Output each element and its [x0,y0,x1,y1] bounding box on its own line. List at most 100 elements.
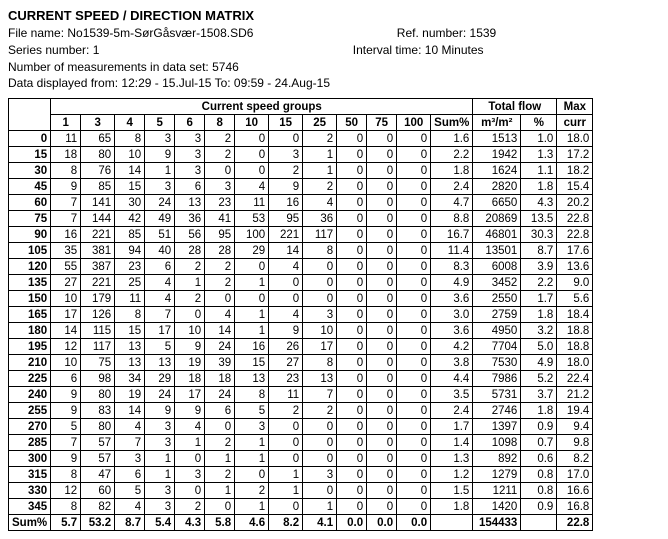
value-cell: 0 [205,291,235,307]
value-cell: 3 [175,147,205,163]
value-cell: 0 [397,387,431,403]
direction-cell: 300 [9,451,51,467]
max-cell: 18.4 [557,307,593,323]
value-cell: 10 [115,147,145,163]
value-cell: 80 [81,387,115,403]
value-cell: 9 [51,403,81,419]
value-cell: 126 [81,307,115,323]
value-cell: 3 [303,467,337,483]
value-cell: 0 [367,451,397,467]
value-cell: 4 [145,275,175,291]
value-cell: 3 [145,419,175,435]
value-cell: 0 [367,131,397,147]
value-cell: 3 [145,483,175,499]
value-cell: 0 [397,211,431,227]
value-cell: 4 [205,307,235,323]
value-cell: 4 [175,419,205,435]
value-cell: 1 [269,467,303,483]
value-cell: 1 [145,451,175,467]
speed-col-header: 75 [367,115,397,131]
pct-cell: 0.8 [521,483,557,499]
value-cell: 9 [269,179,303,195]
pct-cell: 5.0 [521,339,557,355]
pct-cell [521,515,557,531]
value-cell: 80 [81,419,115,435]
value-cell: 28 [205,243,235,259]
sum-cell: 8.8 [431,211,473,227]
pct-cell: 1.8 [521,307,557,323]
sum-cell: 3.6 [431,323,473,339]
speed-col-header: 15 [269,115,303,131]
direction-cell: 135 [9,275,51,291]
value-cell: 0.0 [397,515,431,531]
value-cell: 23 [115,259,145,275]
flow-cell: 4950 [473,323,521,339]
value-cell: 387 [81,259,115,275]
pct-cell: 3.9 [521,259,557,275]
ref-label: Ref. number: [397,26,466,40]
speed-col-header: 1 [51,115,81,131]
flow-cell: 7704 [473,339,521,355]
max-cell: 9.0 [557,275,593,291]
value-cell: 0 [367,179,397,195]
value-cell: 5 [235,403,269,419]
sum-cell: 1.6 [431,131,473,147]
table-row: 151880109320310002.219421.317.2 [9,147,593,163]
value-cell: 0 [367,227,397,243]
value-cell: 0 [337,243,367,259]
value-cell: 0 [235,259,269,275]
value-cell: 19 [115,387,145,403]
max-cell: 22.4 [557,371,593,387]
direction-cell: 345 [9,499,51,515]
value-cell: 0 [367,243,397,259]
value-cell: 17 [303,339,337,355]
meta-line-3: Number of measurements in data set: 5746 [8,59,660,76]
value-cell: 3 [175,131,205,147]
pct-cell: 2.2 [521,275,557,291]
value-cell: 1 [303,499,337,515]
value-cell: 5.7 [51,515,81,531]
interval-value: 10 Minutes [425,43,484,57]
value-cell: 82 [81,499,115,515]
value-cell: 0 [397,179,431,195]
pct-cell: 0.8 [521,467,557,483]
table-body: 0116583320020001.615131.018.015188010932… [9,131,593,531]
table-row: 255983149965220002.427461.819.4 [9,403,593,419]
value-cell: 14 [115,163,145,179]
flow-cell: 2820 [473,179,521,195]
pct-cell: 3.7 [521,387,557,403]
value-cell: 18 [175,371,205,387]
value-cell: 1 [235,435,269,451]
sum-cell: 4.4 [431,371,473,387]
value-cell: 5 [51,419,81,435]
direction-cell: 330 [9,483,51,499]
pct-cell: 5.2 [521,371,557,387]
direction-cell: 105 [9,243,51,259]
value-cell: 56 [175,227,205,243]
value-cell: 11 [235,195,269,211]
pct-cell: 1.8 [521,179,557,195]
value-cell: 0 [269,291,303,307]
sum-cell: 1.8 [431,163,473,179]
sum-cell: 1.2 [431,467,473,483]
value-cell: 6 [51,371,81,387]
value-cell: 36 [175,211,205,227]
value-cell: 1 [235,307,269,323]
value-cell: 14 [51,323,81,339]
value-cell: 0 [205,419,235,435]
value-cell: 0 [337,499,367,515]
meta-line-4: Data displayed from: 12:29 - 15.Jul-15 T… [8,75,660,92]
value-cell: 0 [367,387,397,403]
value-cell: 0 [337,451,367,467]
range-value: 12:29 - 15.Jul-15 To: 09:59 - 24.Aug-15 [121,76,330,90]
flow-cell: 46801 [473,227,521,243]
direction-cell: 165 [9,307,51,323]
sum-cell: 16.7 [431,227,473,243]
value-cell: 0 [367,323,397,339]
value-cell: 16 [235,339,269,355]
max-cell: 18.8 [557,323,593,339]
flow-cell: 154433 [473,515,521,531]
value-cell: 0 [367,211,397,227]
speed-col-header: 4 [115,115,145,131]
table-row: 28575773121000001.410980.79.8 [9,435,593,451]
